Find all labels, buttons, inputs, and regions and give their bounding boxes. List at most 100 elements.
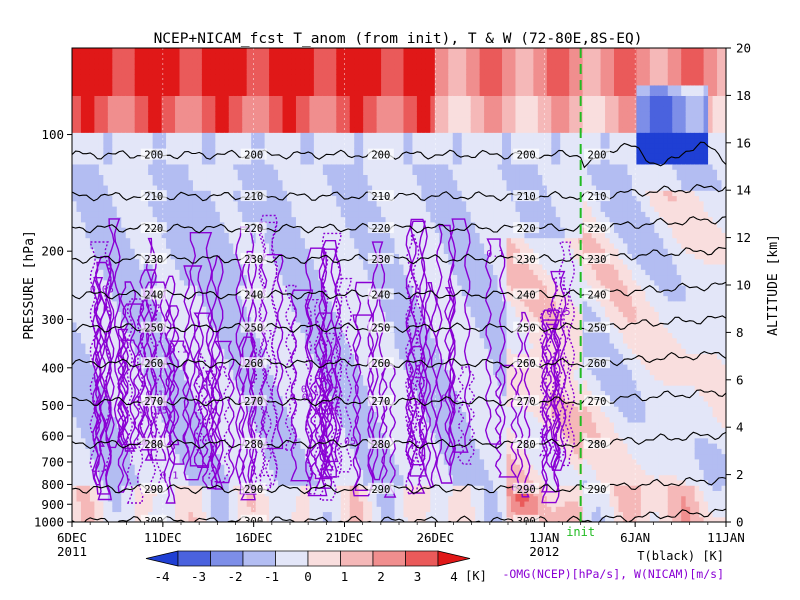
altitude-tick-label: 0 [736,515,744,530]
temperature-contour-label: 240 [517,289,536,301]
colorbar: -4 -3 -2 -1 0 1 2 3 4 [145,550,471,584]
temperature-contour-label: 220 [371,223,390,235]
temperature-contour-label: 290 [371,484,390,496]
altitude-tick-label: 18 [736,88,751,103]
w-contour [93,277,106,486]
temperature-contour-label: 210 [517,191,536,203]
colorbar-tick-label: -4 [154,569,169,584]
temperature-contour-label: 290 [144,484,163,496]
w-contour [145,237,158,461]
w-contour [163,275,176,504]
pressure-tick-label: 1000 [34,515,64,530]
temperature-contour-label: 200 [244,150,263,162]
colorbar-arrow-low [145,550,179,567]
altitude-tick-label: 20 [736,41,751,56]
w-contour-label: 0.15 [301,385,325,396]
w-contour [168,340,190,465]
x-tick-year: 2012 [529,544,559,559]
legend-temperature: T(black) [K] [637,549,724,563]
temperature-contour [72,216,726,234]
pressure-tick-label: 600 [41,429,64,444]
w-contour [126,298,144,504]
pressure-axis: 100 200 300 400 500 600 700 800 900 1000 [34,127,72,530]
temperature-contour-label: 250 [371,323,390,335]
temperature-contour-label: 200 [588,150,607,162]
temperature-contour-label: 200 [517,150,536,162]
w-contour [318,248,342,463]
w-contour-label: 0.1 [170,345,188,356]
pressure-tick-label: 200 [41,244,64,259]
temperature-contour-label: 200 [371,150,390,162]
temperature-contour-label: 230 [371,254,390,266]
w-contour [540,309,560,493]
w-contour [207,366,231,483]
temperature-contour [72,476,726,495]
w-contour [260,254,284,450]
altitude-tick-label: 16 [736,135,751,150]
pressure-tick-label: 900 [41,497,64,512]
temperature-contour-label: 230 [588,254,607,266]
temperature-contour [72,508,726,522]
init-marker: init [566,48,595,539]
w-contour [117,328,129,493]
colorbar-arrow-high [437,550,471,567]
w-contour [551,277,570,456]
w-contour [447,218,471,453]
w-contour-label: 0.15 [546,307,570,318]
temperature-contour-label: 240 [244,289,263,301]
colorbar-tick-label: 4 [450,569,458,584]
w-contour [305,299,321,495]
temperature-contour-label: 250 [144,323,163,335]
temperature-contour-label: 250 [517,323,536,335]
x-tick-label: 1JAN [529,530,559,545]
w-contour-label: 0.05 [314,407,338,418]
temperature-contour [72,141,726,169]
init-label: init [566,525,595,539]
temperature-contour [72,431,726,450]
w-contour [539,310,552,457]
colorbar-tick-label: 1 [341,569,349,584]
temperature-contour-label: 210 [588,191,607,203]
temperature-contour-label: 200 [144,150,163,162]
colorbar-tick-label: -3 [191,569,206,584]
w-contour [117,339,140,449]
colorbar-segment [405,550,439,567]
temperature-contour-label: 220 [144,223,163,235]
temperature-contour-label: 220 [517,223,536,235]
w-contour [406,234,420,447]
w-contour [290,289,314,482]
w-contour [149,304,162,491]
colorbar-segment [210,550,244,567]
x-tick-label: 6DEC [57,530,87,545]
temperature-contour-label: 240 [588,289,607,301]
w-contour [250,330,273,491]
pressure-axis-label: PRESSURE [hPa] [22,230,37,340]
pressure-tick-label: 100 [41,127,64,142]
temperature-contour-label: 270 [371,396,390,408]
w-contour [354,281,375,491]
w-contour [259,221,279,486]
temperature-contour [72,389,726,407]
temperature-contour-label: 230 [517,254,536,266]
temperature-contour-label: 300 [144,516,163,528]
temperature-contour-label: 290 [588,484,607,496]
temperature-contour-label: 290 [517,484,536,496]
temperature-contour-label: 230 [144,254,163,266]
w-contour [410,376,426,462]
chart-title: NCEP+NICAM_fcst T_anom (from init), T & … [154,31,643,47]
temperature-contour-label: 270 [244,396,263,408]
w-contour-label: 0.1 [486,249,504,260]
altitude-tick-label: 10 [736,278,751,293]
w-contour-label: 0.1 [160,470,178,481]
w-contour-label: 0.05 [332,437,356,448]
x-tick-label: 11JAN [707,530,745,545]
temperature-contour-label: 210 [144,191,163,203]
temperature-contour-label: 240 [144,289,163,301]
x-tick-label: 21DEC [326,530,364,545]
altitude-tick-label: 2 [736,467,744,482]
anomaly-shading [72,48,726,522]
w-contour [314,312,333,489]
temperature-contour [72,281,726,300]
colorbar-tick-label: 0 [304,569,312,584]
